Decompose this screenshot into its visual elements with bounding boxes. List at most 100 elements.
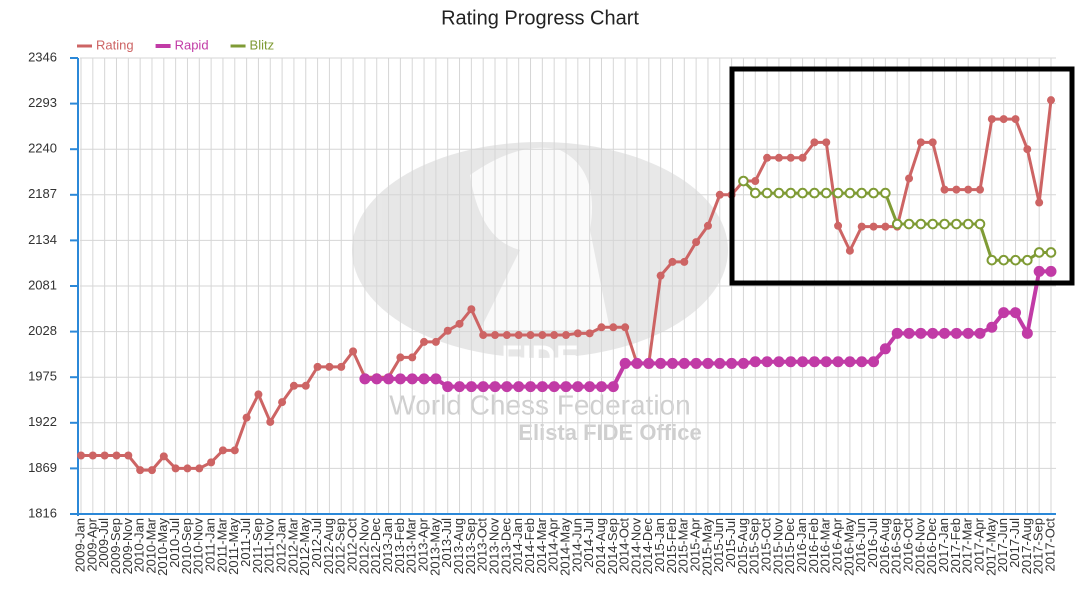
x-tick-label: 2011-Jul [238,518,253,567]
x-tick-label: 2014-Jan [510,518,525,572]
point [715,190,724,199]
point [477,381,489,393]
point [525,381,537,393]
point [915,218,927,230]
point [254,390,263,399]
point [903,218,915,230]
x-tick-label: 2013-Jul [439,518,454,568]
point [442,381,454,393]
point [702,357,714,369]
x-tick-label: 2015-Mar [676,517,691,573]
x-tick-label: 2015-Oct [759,518,774,572]
x-tick-label: 2014-Mar [534,517,549,573]
point [940,185,949,194]
point [230,446,239,455]
point [77,451,85,460]
point [371,373,383,385]
point [928,138,937,147]
point [538,331,547,340]
point [809,187,820,199]
x-tick-label: 2013-Sep [463,518,478,574]
x-tick-label: 2011-Jan [203,518,218,571]
point [183,464,192,473]
point [915,327,927,339]
point [337,362,346,371]
point [147,466,156,475]
x-tick-label: 2013-Nov [486,518,501,575]
x-tick-label: 2012-Sep [333,518,348,574]
point [692,238,701,247]
point [454,381,466,393]
x-tick-label: 2017-Apr [971,517,986,571]
chart-title: Rating Progress Chart [441,7,639,29]
y-tick-label: 1869 [28,460,57,475]
x-tick-label: 2016-Jun [853,518,868,572]
point [927,327,939,339]
point [325,362,334,371]
x-tick-label: 2015-Jul [723,518,738,568]
legend-label: Rapid [175,37,209,52]
x-tick-label: 2010-Jul [167,518,182,568]
x-tick-label: 2017-Aug [1019,518,1034,574]
point [489,381,501,393]
point [550,331,559,340]
point [761,356,773,368]
point [136,466,145,475]
y-tick-label: 2293 [28,95,57,110]
x-tick-label: 2013-May [427,518,442,576]
x-tick-label: 2016-Aug [877,518,892,574]
point [289,381,298,390]
point [844,356,856,368]
point [785,356,797,368]
x-tick-label: 2012-Aug [321,518,336,574]
point [820,187,832,199]
point [88,451,97,460]
point [396,353,405,362]
point [869,222,878,231]
x-tick-label: 2014-May [557,518,572,576]
watermark-knight [470,147,610,330]
x-tick-label: 2011-Nov [262,518,277,574]
point [808,356,820,368]
x-tick-label: 2012-Nov [356,518,371,575]
point [998,307,1010,319]
x-tick-label: 2016-May [841,518,856,576]
x-tick-label: 2013-Aug [451,518,466,574]
x-tick-label: 2016-Nov [912,518,927,575]
point [420,337,429,346]
point [1045,247,1057,258]
x-tick-label: 2016-Sep [889,518,904,574]
x-tick-label: 2010-Sep [179,518,194,574]
point [465,381,477,393]
point [218,446,227,455]
x-tick-label: 2015-Feb [664,518,679,574]
x-tick-label: 2014-Dec [640,518,655,575]
point [572,381,584,393]
point [526,331,535,340]
point [845,246,854,255]
y-tick-label: 2240 [28,141,57,156]
point [607,381,619,393]
x-tick-label: 2012-Dec [368,518,383,575]
x-tick-label: 2013-Oct [475,518,490,572]
point [1011,115,1020,124]
point [383,373,395,385]
point [595,381,607,393]
point [774,153,783,162]
x-tick-label: 2016-Jan [794,518,809,572]
x-tick-label: 2014-Nov [628,518,643,575]
point [879,343,891,355]
point [621,323,630,332]
point [584,381,596,393]
point [112,451,121,460]
x-tick-label: 2014-Jul [581,518,596,568]
point [643,357,655,369]
point [301,381,310,390]
point [773,187,785,199]
point [159,452,168,461]
x-tick-label: 2015-Dec [782,518,797,575]
marks [77,96,1057,475]
point [124,451,133,460]
x-tick-label: 2009-Jan [72,518,87,572]
